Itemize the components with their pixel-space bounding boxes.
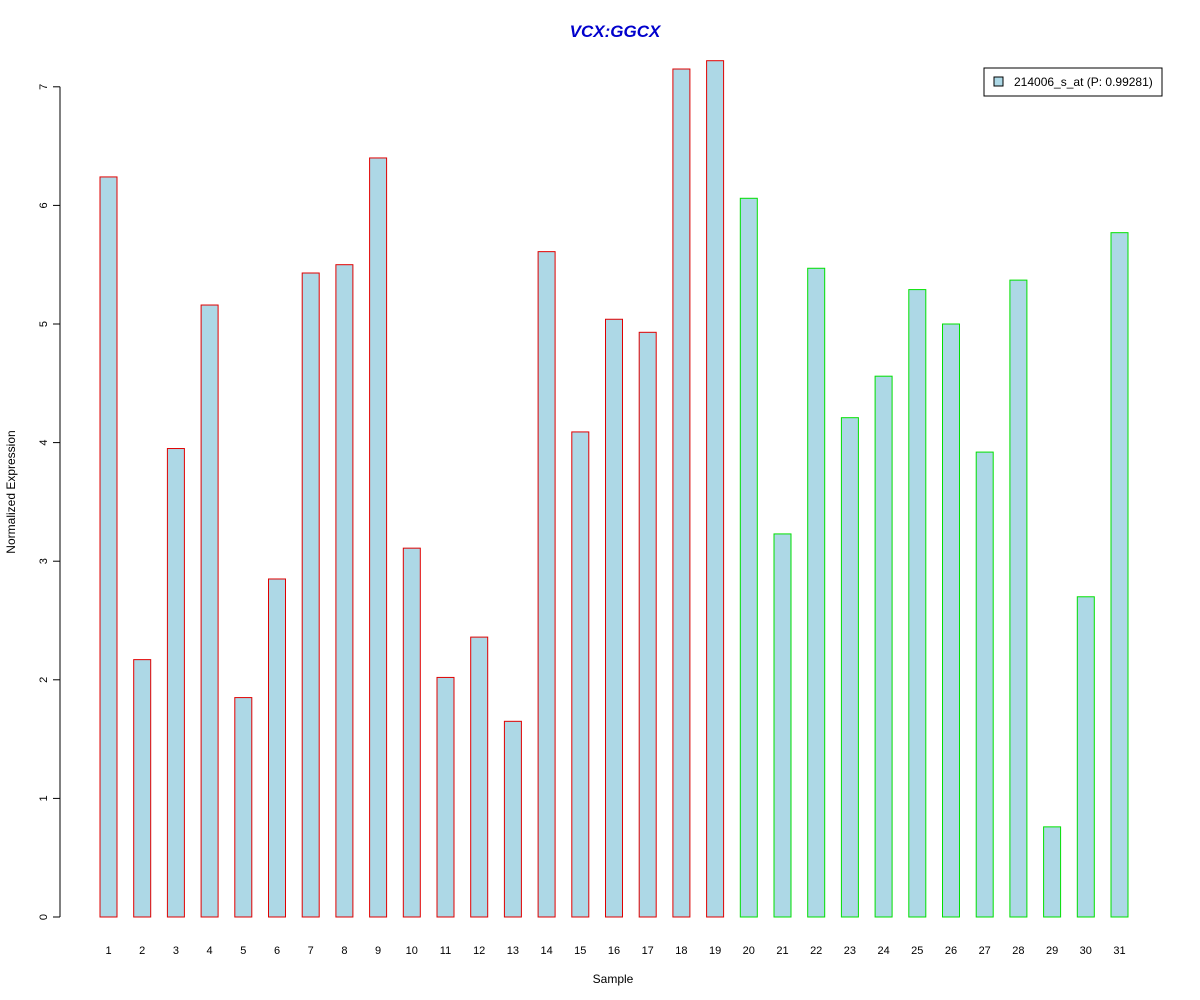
- y-axis: 0 1 2 3 4 5 6 7: [38, 84, 61, 920]
- bar-sample-12: [470, 636, 489, 918]
- x-tick-label: 10: [406, 945, 418, 957]
- x-tick-label: 29: [1046, 945, 1058, 957]
- bar-sample-29: [1043, 826, 1062, 918]
- x-tick-label: 26: [945, 945, 957, 957]
- x-axis-label: Sample: [593, 972, 634, 986]
- x-tick-label: 16: [608, 945, 620, 957]
- bar-sample-27: [975, 451, 994, 918]
- x-tick-label: 15: [574, 945, 586, 957]
- x-tick-label: 20: [743, 945, 755, 957]
- x-tick-label: 24: [877, 945, 889, 957]
- y-tick-label: 2: [38, 677, 50, 683]
- y-axis-label: Normalized Expression: [4, 430, 18, 553]
- bar-sample-30: [1076, 596, 1095, 918]
- bar-sample-22: [807, 267, 826, 918]
- x-tick-label: 11: [440, 945, 451, 957]
- x-tick-label: 2: [139, 945, 145, 957]
- legend: 214006_s_at (P: 0.99281): [983, 67, 1163, 97]
- bar-sample-10: [402, 547, 421, 918]
- bar-sample-11: [436, 676, 455, 918]
- bars-group: [99, 60, 1129, 918]
- x-tick-label: 12: [473, 945, 485, 957]
- x-tick-labels: 1 2 3 4 5 6 7 8 9 10 11 12 13 14 15 16 17 18 19 20 21 22 23 24 2…: [105, 945, 1125, 957]
- bar-sample-23: [840, 417, 859, 918]
- x-tick-label: 22: [810, 945, 822, 957]
- y-tick-label: 7: [38, 84, 50, 90]
- x-tick-label: 19: [709, 945, 721, 957]
- bar-sample-5: [234, 697, 253, 918]
- y-tick-label: 6: [38, 202, 50, 208]
- x-tick-label: 3: [173, 945, 179, 957]
- x-tick-label: 1: [105, 945, 111, 957]
- x-tick-label: 23: [844, 945, 856, 957]
- bar-sample-28: [1009, 279, 1028, 918]
- x-tick-label: 7: [308, 945, 314, 957]
- bar-sample-13: [503, 720, 522, 918]
- chart-title: VCX:GGCX: [570, 22, 662, 41]
- y-tick-label: 0: [38, 914, 50, 920]
- legend-box: [983, 67, 1163, 97]
- bar-sample-6: [268, 578, 286, 918]
- bar-sample-17: [638, 331, 657, 918]
- bar-sample-1: [99, 176, 118, 918]
- bar-sample-7: [301, 272, 320, 918]
- bar-sample-21: [773, 533, 792, 918]
- legend-swatch: [993, 76, 1004, 87]
- x-tick-label: 13: [507, 945, 519, 957]
- bar-sample-20: [739, 197, 758, 918]
- legend-entry: 214006_s_at (P: 0.99281): [1014, 75, 1153, 89]
- x-tick-label: 18: [675, 945, 687, 957]
- bar-sample-16: [605, 318, 623, 918]
- x-tick-label: 14: [540, 945, 552, 957]
- bar-sample-24: [874, 375, 893, 918]
- bar-sample-15: [571, 431, 590, 918]
- y-tick-label: 1: [38, 795, 50, 801]
- x-tick-label: 25: [911, 945, 923, 957]
- x-tick-label: 9: [375, 945, 381, 957]
- bar-sample-3: [166, 448, 185, 918]
- bar-sample-8: [335, 264, 354, 918]
- bar-sample-31: [1110, 232, 1129, 918]
- x-tick-label: 6: [274, 945, 280, 957]
- x-tick-label: 30: [1080, 945, 1092, 957]
- x-tick-label: 28: [1012, 945, 1024, 957]
- y-tick-label: 4: [38, 440, 50, 446]
- x-tick-label: 17: [642, 945, 654, 957]
- bar-sample-14: [537, 251, 556, 918]
- x-tick-label: 5: [240, 945, 246, 957]
- x-tick-label: 4: [207, 945, 213, 957]
- bar-sample-19: [706, 60, 725, 918]
- bar-sample-9: [369, 157, 388, 918]
- y-tick-label: 3: [38, 558, 50, 564]
- bar-sample-18: [672, 68, 691, 918]
- x-tick-label: 21: [776, 945, 788, 957]
- x-tick-label: 27: [979, 945, 991, 957]
- x-tick-label: 8: [341, 945, 347, 957]
- y-tick-label: 5: [38, 321, 50, 327]
- x-tick-label: 31: [1113, 945, 1125, 957]
- bar-sample-26: [942, 323, 960, 918]
- bar-sample-4: [200, 304, 219, 918]
- bar-sample-25: [908, 289, 927, 918]
- bar-sample-2: [133, 659, 152, 918]
